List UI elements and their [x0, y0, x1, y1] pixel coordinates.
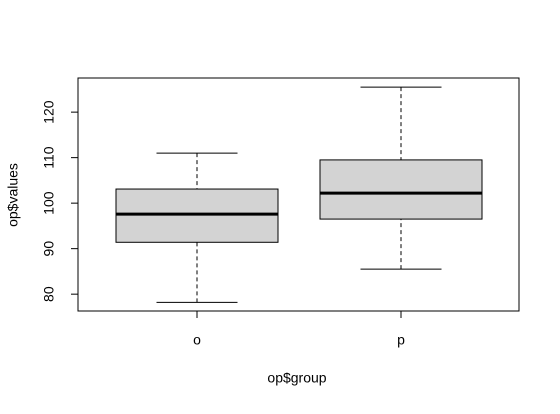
box: [115, 188, 279, 243]
plot-frame: [77, 77, 520, 312]
y-axis-title: op$values: [5, 163, 21, 227]
x-tick-label: o: [193, 332, 201, 348]
y-tick-label: 100: [41, 191, 57, 215]
y-tick-label: 80: [41, 286, 57, 302]
y-tick-label: 120: [41, 100, 57, 124]
x-axis-title: op$group: [267, 370, 326, 386]
box: [319, 159, 483, 220]
x-tick-label: p: [397, 332, 405, 348]
y-tick-label: 90: [41, 241, 57, 257]
y-tick-label: 110: [41, 146, 57, 169]
